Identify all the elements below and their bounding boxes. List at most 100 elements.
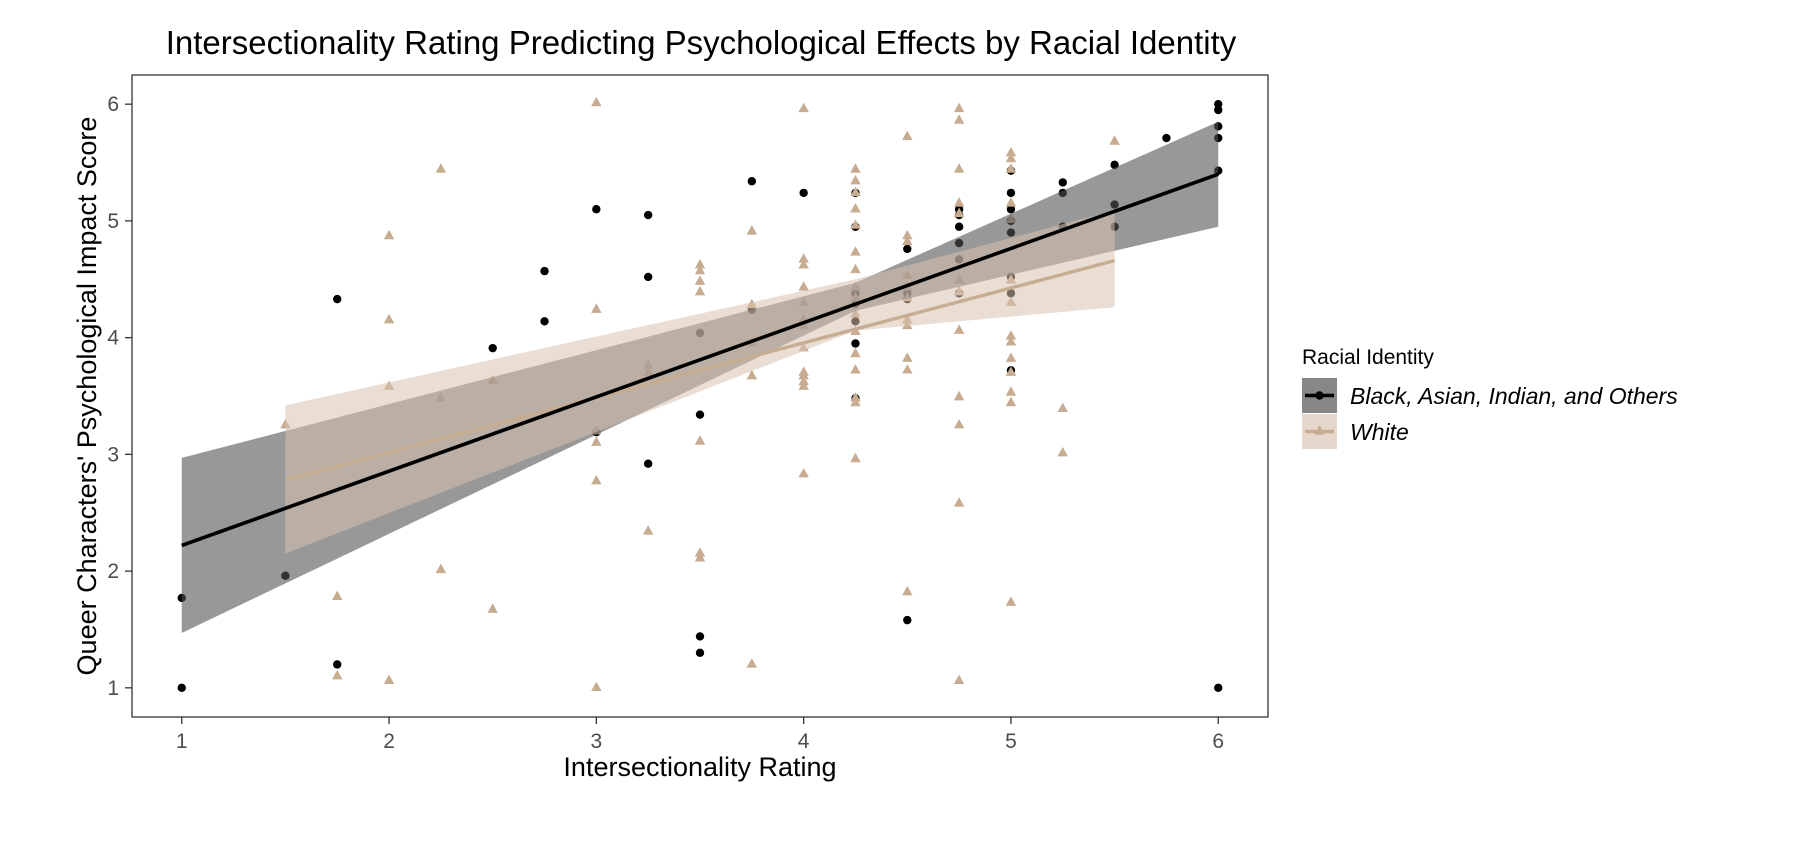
data-point-white — [902, 130, 913, 141]
data-point-white — [953, 674, 965, 685]
data-point-black-asian-indian-others — [1006, 205, 1016, 214]
data-point-white — [1005, 386, 1017, 396]
data-point-white — [850, 452, 861, 463]
data-point-black-asian-indian-others — [747, 177, 757, 186]
x-tick-label: 1 — [176, 730, 188, 753]
data-point-black-asian-indian-others — [333, 660, 342, 669]
data-point-white — [694, 264, 706, 275]
y-axis-title: Queer Characters' Psychological Impact S… — [72, 117, 102, 676]
data-point-black-asian-indian-others — [1214, 105, 1223, 115]
data-point-white — [694, 285, 706, 296]
y-tick-label: 4 — [107, 327, 119, 350]
data-point-white — [798, 281, 809, 291]
data-point-white — [798, 467, 809, 478]
x-tick-label: 5 — [1005, 730, 1017, 753]
data-point-white — [1005, 146, 1017, 157]
data-point-black-asian-indian-others — [333, 294, 342, 304]
data-point-white — [850, 174, 861, 185]
data-point-white — [798, 102, 809, 113]
data-point-white — [331, 669, 343, 680]
data-point-white — [850, 364, 861, 374]
x-axis-title: Intersectionality Rating — [563, 752, 836, 782]
data-point-white — [953, 418, 965, 429]
y-tick-label: 2 — [107, 560, 119, 583]
y-axis: 1 2 3 4 5 6 — [107, 93, 132, 700]
data-point-white — [902, 364, 913, 374]
data-point-black-asian-indian-others — [954, 222, 964, 231]
data-point-black-asian-indian-others — [851, 339, 860, 348]
data-point-white — [591, 303, 602, 313]
legend-key-marker — [1314, 425, 1325, 435]
fit-line-white — [284, 258, 1116, 482]
data-point-white — [953, 497, 965, 507]
data-point-black-asian-indian-others — [903, 244, 912, 254]
data-point-white — [694, 552, 706, 562]
confidence-band-white — [285, 210, 1115, 554]
data-point-black-asian-indian-others — [695, 410, 705, 419]
data-point-white — [798, 253, 809, 263]
data-point-white — [902, 235, 913, 246]
plot-area — [131, 74, 1269, 718]
data-point-white — [953, 163, 965, 173]
data-point-white — [902, 352, 913, 362]
data-point-white — [798, 259, 809, 269]
data-point-black-asian-indian-others — [488, 343, 497, 353]
legend-label: Black, Asian, Indian, and Others — [1350, 383, 1678, 409]
data-point-black-asian-indian-others — [540, 266, 549, 276]
data-point-black-asian-indian-others — [695, 648, 705, 657]
data-point-black-asian-indian-others — [643, 272, 653, 282]
data-point-white — [850, 219, 861, 229]
data-point-white — [642, 525, 654, 535]
data-point-white — [850, 246, 861, 256]
y-tick-label: 6 — [107, 93, 119, 116]
data-point-white — [383, 313, 395, 324]
data-point-white — [953, 114, 965, 124]
data-point-white — [953, 207, 965, 218]
data-point-white — [694, 435, 706, 445]
legend-key-marker — [1315, 391, 1324, 400]
confidence-bands — [181, 121, 1219, 633]
data-point-white — [953, 324, 965, 334]
data-point-white — [591, 681, 602, 692]
x-tick-label: 6 — [1212, 730, 1224, 753]
data-point-white — [850, 163, 861, 173]
fit-lines — [181, 172, 1219, 548]
data-point-white — [487, 603, 498, 613]
data-point-white — [798, 380, 809, 390]
data-point-white — [591, 474, 602, 485]
data-point-white — [435, 563, 447, 574]
data-point-white — [1109, 135, 1120, 145]
data-point-white — [591, 436, 602, 446]
data-point-black-asian-indian-others — [903, 615, 912, 625]
data-point-white — [383, 229, 395, 240]
data-point-white — [1005, 366, 1017, 376]
data-point-white — [850, 263, 861, 274]
data-point-black-asian-indian-others — [799, 188, 808, 198]
data-point-white — [1005, 163, 1017, 173]
data-point-white — [953, 390, 965, 401]
data-point-white — [435, 163, 447, 173]
data-point-black-asian-indian-others — [1214, 99, 1223, 109]
data-point-white — [746, 369, 758, 380]
data-point-black-asian-indian-others — [1162, 133, 1171, 143]
x-tick-label: 4 — [798, 730, 810, 753]
x-tick-label: 3 — [591, 730, 603, 753]
data-point-white — [1005, 197, 1017, 207]
data-point-white — [953, 102, 965, 113]
data-point-white — [1057, 446, 1069, 457]
x-tick-label: 2 — [383, 730, 395, 753]
fit-line-black-asian-indian-others — [181, 172, 1219, 548]
data-point-white — [1005, 596, 1017, 606]
data-point-black-asian-indian-others — [643, 210, 653, 220]
panel-background — [132, 75, 1268, 717]
legend: Racial Identity Black, Asian, Indian, an… — [1302, 346, 1678, 449]
legend-item-white: White — [1302, 414, 1409, 449]
data-point-white — [1005, 396, 1017, 407]
data-point-black-asian-indian-others — [1214, 683, 1223, 693]
y-tick-label: 5 — [107, 210, 119, 233]
legend-item-black-asian-indian-others: Black, Asian, Indian, and Others — [1302, 378, 1678, 413]
data-point-black-asian-indian-others — [1006, 188, 1016, 198]
legend-label: White — [1350, 419, 1409, 445]
data-point-black-asian-indian-others — [592, 205, 601, 214]
